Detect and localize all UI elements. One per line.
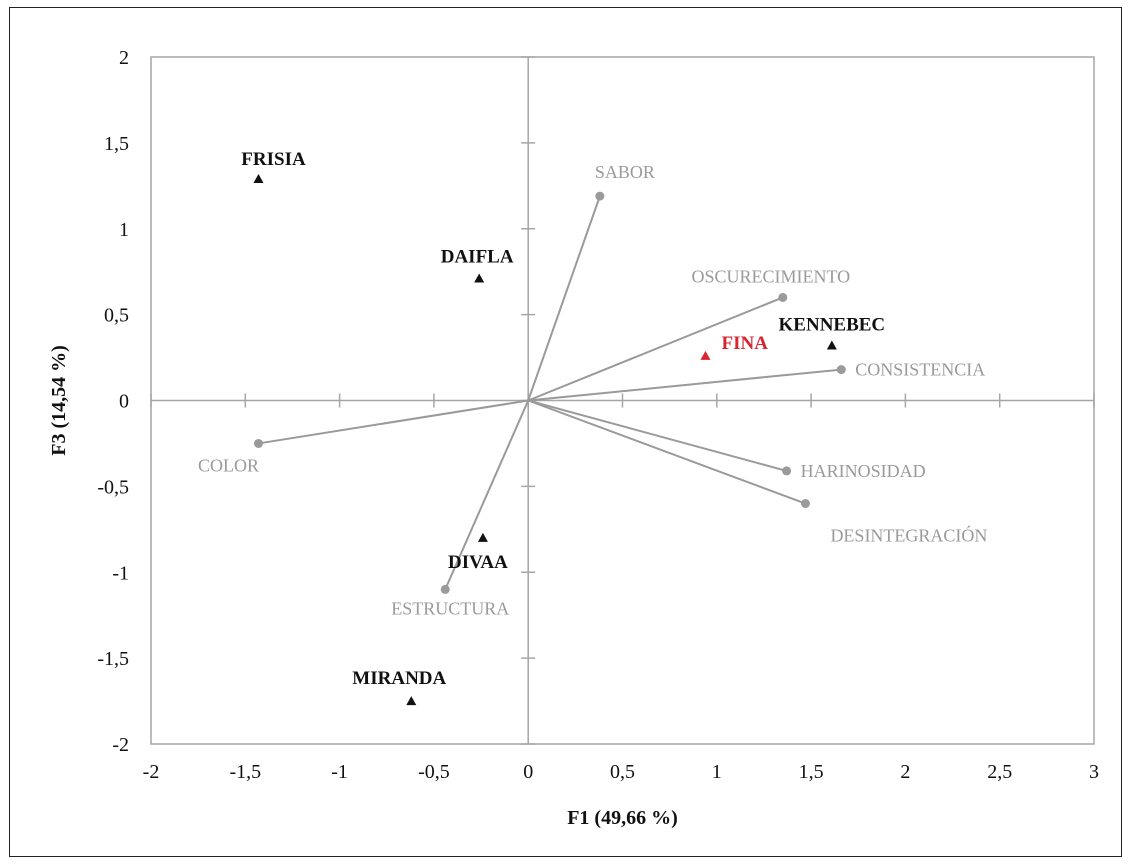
observation-marker-fina <box>700 350 711 360</box>
observation-label-divaa: DIVAA <box>448 552 508 573</box>
x-tick-label: -0,5 <box>418 761 450 783</box>
y-axis-title: F3 (14,54 %) <box>48 345 70 456</box>
x-axis-title: F1 (49,66 %) <box>567 807 678 829</box>
vector-consistencia <box>528 368 842 402</box>
y-tick-label: -1 <box>112 562 129 584</box>
observation-marker-divaa <box>477 532 488 542</box>
vector-oscurecimiento <box>527 296 784 402</box>
vector-label-consistencia: CONSISTENCIA <box>855 360 985 380</box>
y-tick-label: 1,5 <box>104 133 129 155</box>
vector-point-estructura <box>440 584 450 594</box>
vector-label-sabor: SABOR <box>595 162 655 182</box>
observation-label-kennebec: KENNEBEC <box>779 315 886 336</box>
observation-marker-kennebec <box>826 340 837 350</box>
vector-color <box>258 399 529 445</box>
y-tick-label: -2 <box>112 734 129 756</box>
observation-marker-miranda <box>406 696 417 706</box>
x-tick-label: 2,5 <box>987 761 1012 783</box>
x-tick-label: 1 <box>712 761 722 783</box>
vector-label-harinosidad: HARINOSIDAD <box>801 461 926 481</box>
tick-labels-layer: -2 -1,5 -1 -0,5 0 0,5 1 1,5 2 2,5 3 -2 -1,5 -1 -0,5 0 0,… <box>97 47 1099 783</box>
vector-sabor <box>527 195 601 401</box>
vectors-layer: SABOR OSCURECIMIENTO CONSISTENCIA HARINOSID… <box>198 162 987 618</box>
vector-point-oscurecimiento <box>778 292 788 302</box>
vector-label-desintegracion: DESINTEGRACIÓN <box>830 525 987 546</box>
axes-layer <box>150 56 1095 745</box>
y-tick-label: 2 <box>119 47 129 69</box>
x-tick-label: 3 <box>1089 761 1099 783</box>
y-tick-label: -0,5 <box>97 476 129 498</box>
x-tick-label: 0,5 <box>610 761 635 783</box>
y-tick-label: 0 <box>119 391 129 413</box>
vector-point-color <box>254 438 264 448</box>
vector-label-color: COLOR <box>198 455 259 475</box>
observation-marker-daifla <box>474 273 485 283</box>
chart-frame: SABOR OSCURECIMIENTO CONSISTENCIA HARINOSID… <box>9 7 1122 857</box>
vector-label-oscurecimiento: OSCURECIMIENTO <box>691 266 850 286</box>
x-tick-label: -2 <box>143 761 160 783</box>
x-tick-label: 0 <box>523 761 533 783</box>
observation-label-miranda: MIRANDA <box>352 668 446 689</box>
observations-layer: FRISIA DAIFLA KENNEBEC FINA DIVAA MIRANDA <box>241 149 886 706</box>
observation-marker-frisia <box>253 173 264 183</box>
observation-label-fina: FINA <box>721 333 768 354</box>
vector-point-desintegracion <box>800 499 810 509</box>
vector-desintegracion <box>527 399 806 505</box>
y-tick-label: -1,5 <box>97 648 129 670</box>
vector-harinosidad <box>527 399 787 472</box>
biplot-chart: SABOR OSCURECIMIENTO CONSISTENCIA HARINOSID… <box>48 47 1099 829</box>
vector-point-sabor <box>595 191 605 201</box>
x-tick-label: -1 <box>331 761 348 783</box>
vector-estructura <box>444 400 530 590</box>
observation-label-daifla: DAIFLA <box>441 247 514 268</box>
x-tick-label: 1,5 <box>799 761 824 783</box>
vector-label-estructura: ESTRUCTURA <box>391 598 509 618</box>
y-tick-label: 1 <box>119 219 129 241</box>
x-tick-label: -1,5 <box>229 761 261 783</box>
x-tick-label: 2 <box>900 761 910 783</box>
vector-point-harinosidad <box>782 466 792 476</box>
y-tick-label: 0,5 <box>104 305 129 327</box>
observation-label-frisia: FRISIA <box>241 149 306 170</box>
vector-point-consistencia <box>836 365 846 375</box>
